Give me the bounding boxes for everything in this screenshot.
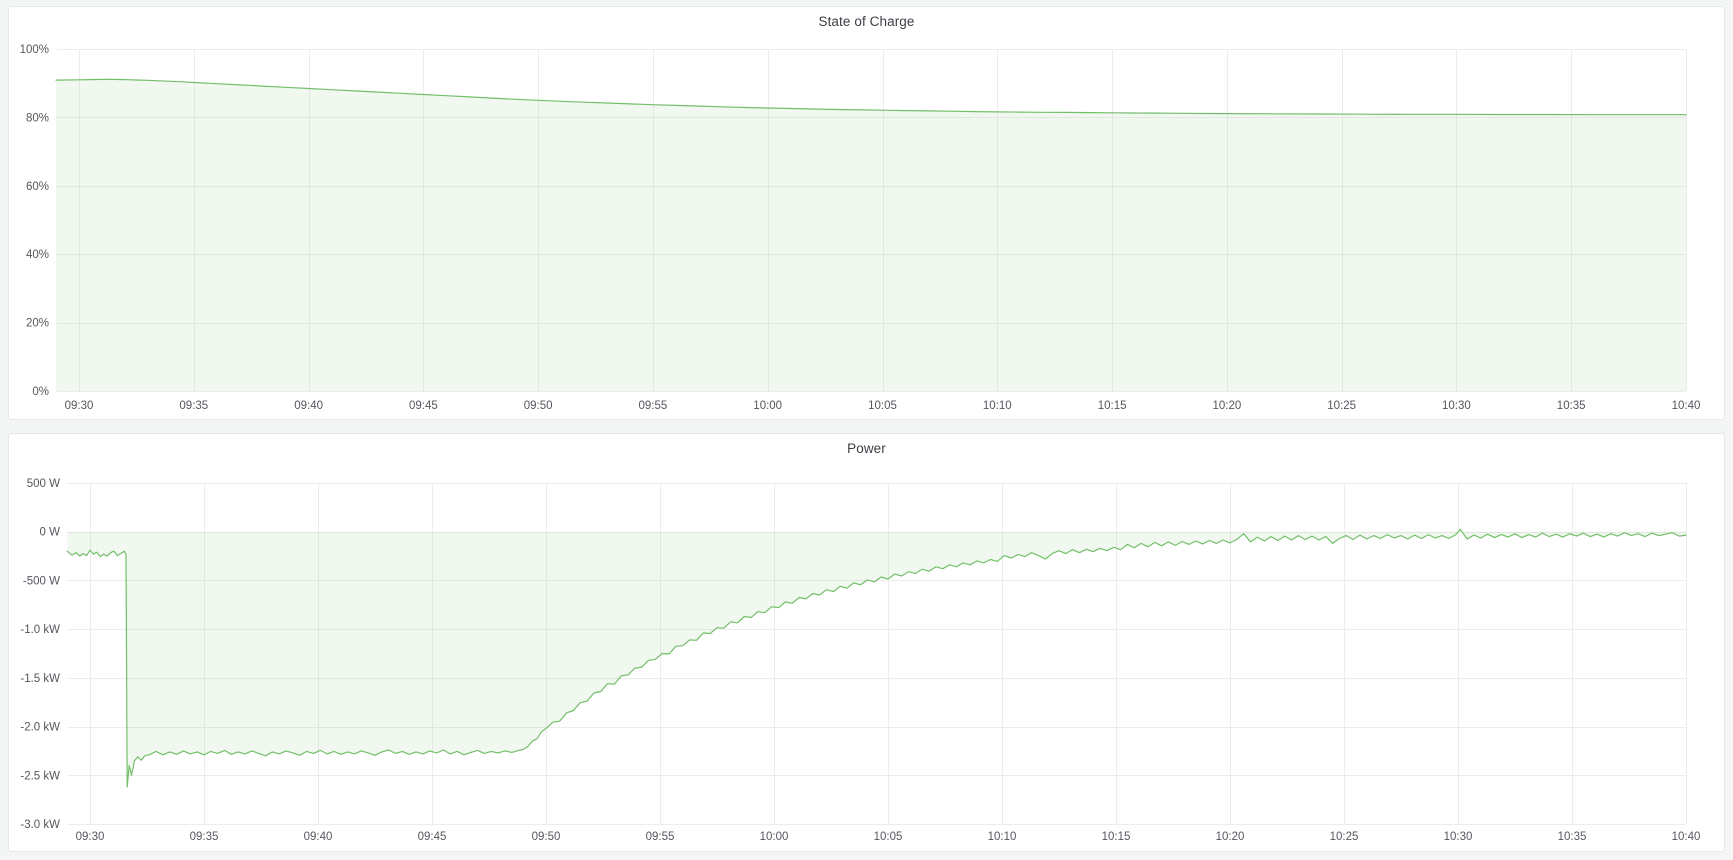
- svg-text:80%: 80%: [26, 112, 49, 124]
- power-grid: [68, 483, 1687, 825]
- svg-text:10:05: 10:05: [874, 831, 903, 843]
- svg-text:10:40: 10:40: [1672, 400, 1701, 412]
- svg-text:10:40: 10:40: [1672, 831, 1701, 843]
- svg-text:10:30: 10:30: [1442, 400, 1471, 412]
- power-panel: Power 09:30 09:35 09:40 09:45 09:50 09:55 10:0…: [8, 433, 1725, 852]
- svg-text:09:35: 09:35: [190, 831, 219, 843]
- svg-text:-2.5 kW: -2.5 kW: [20, 770, 60, 782]
- svg-text:20%: 20%: [26, 318, 49, 330]
- state-of-charge-y-axis-labels: 0% 20% 40% 60% 80% 100%: [20, 44, 49, 398]
- soc-panel: State of Charge 09:30 09:35 09:40 09:45 09:5…: [8, 6, 1725, 420]
- power-y-axis-labels: 500 W 0 W -500 W -1.0 kW -1.5 kW -2.0 kW -2.5 …: [20, 478, 60, 831]
- svg-text:0%: 0%: [32, 386, 49, 398]
- svg-text:09:45: 09:45: [409, 400, 438, 412]
- svg-text:-2.0 kW: -2.0 kW: [20, 722, 60, 734]
- svg-text:09:55: 09:55: [639, 400, 668, 412]
- svg-text:09:30: 09:30: [65, 400, 94, 412]
- svg-text:10:15: 10:15: [1098, 400, 1127, 412]
- svg-text:10:35: 10:35: [1557, 400, 1586, 412]
- power-chart[interactable]: 09:30 09:35 09:40 09:45 09:50 09:55 10:00 10:05…: [9, 434, 1724, 851]
- svg-text:0 W: 0 W: [40, 527, 61, 539]
- svg-text:60%: 60%: [26, 181, 49, 193]
- svg-text:10:35: 10:35: [1558, 831, 1587, 843]
- soc-chart[interactable]: 09:30 09:35 09:40 09:45 09:50 09:55 10:00 10:05…: [9, 7, 1724, 419]
- svg-text:09:35: 09:35: [179, 400, 208, 412]
- svg-text:10:20: 10:20: [1216, 831, 1245, 843]
- soc-panel-title[interactable]: State of Charge: [818, 14, 915, 29]
- svg-text:-500 W: -500 W: [23, 575, 60, 587]
- svg-text:-1.0 kW: -1.0 kW: [20, 624, 60, 636]
- power-panel-title[interactable]: Power: [847, 441, 886, 456]
- svg-text:500 W: 500 W: [27, 478, 60, 490]
- svg-text:09:40: 09:40: [304, 831, 333, 843]
- svg-text:10:10: 10:10: [988, 831, 1017, 843]
- svg-text:40%: 40%: [26, 249, 49, 261]
- svg-text:09:40: 09:40: [294, 400, 323, 412]
- state-of-charge-series-line: [55, 78, 1687, 116]
- svg-text:10:20: 10:20: [1213, 400, 1242, 412]
- svg-text:09:50: 09:50: [524, 400, 553, 412]
- svg-text:10:05: 10:05: [868, 400, 897, 412]
- svg-text:-3.0 kW: -3.0 kW: [20, 819, 60, 831]
- svg-text:10:25: 10:25: [1327, 400, 1356, 412]
- state-of-charge-x-axis-labels: 09:30 09:35 09:40 09:45 09:50 09:55 10:00 10:05…: [65, 400, 1701, 412]
- svg-text:09:45: 09:45: [418, 831, 447, 843]
- svg-text:10:10: 10:10: [983, 400, 1012, 412]
- svg-text:10:00: 10:00: [753, 400, 782, 412]
- power-x-axis-labels: 09:30 09:35 09:40 09:45 09:50 09:55 10:00 10:05…: [76, 831, 1701, 843]
- svg-text:09:55: 09:55: [646, 831, 675, 843]
- svg-text:09:30: 09:30: [76, 831, 105, 843]
- power-series-line: [66, 528, 1687, 788]
- svg-text:09:50: 09:50: [532, 831, 561, 843]
- svg-text:10:15: 10:15: [1102, 831, 1131, 843]
- power-area-fill: [67, 529, 1687, 787]
- state-of-charge-grid: [57, 49, 1687, 392]
- svg-text:10:00: 10:00: [760, 831, 789, 843]
- state-of-charge-area-fill: [56, 79, 1686, 392]
- svg-text:10:30: 10:30: [1444, 831, 1473, 843]
- svg-text:100%: 100%: [20, 44, 49, 56]
- svg-text:-1.5 kW: -1.5 kW: [20, 673, 60, 685]
- svg-text:10:25: 10:25: [1330, 831, 1359, 843]
